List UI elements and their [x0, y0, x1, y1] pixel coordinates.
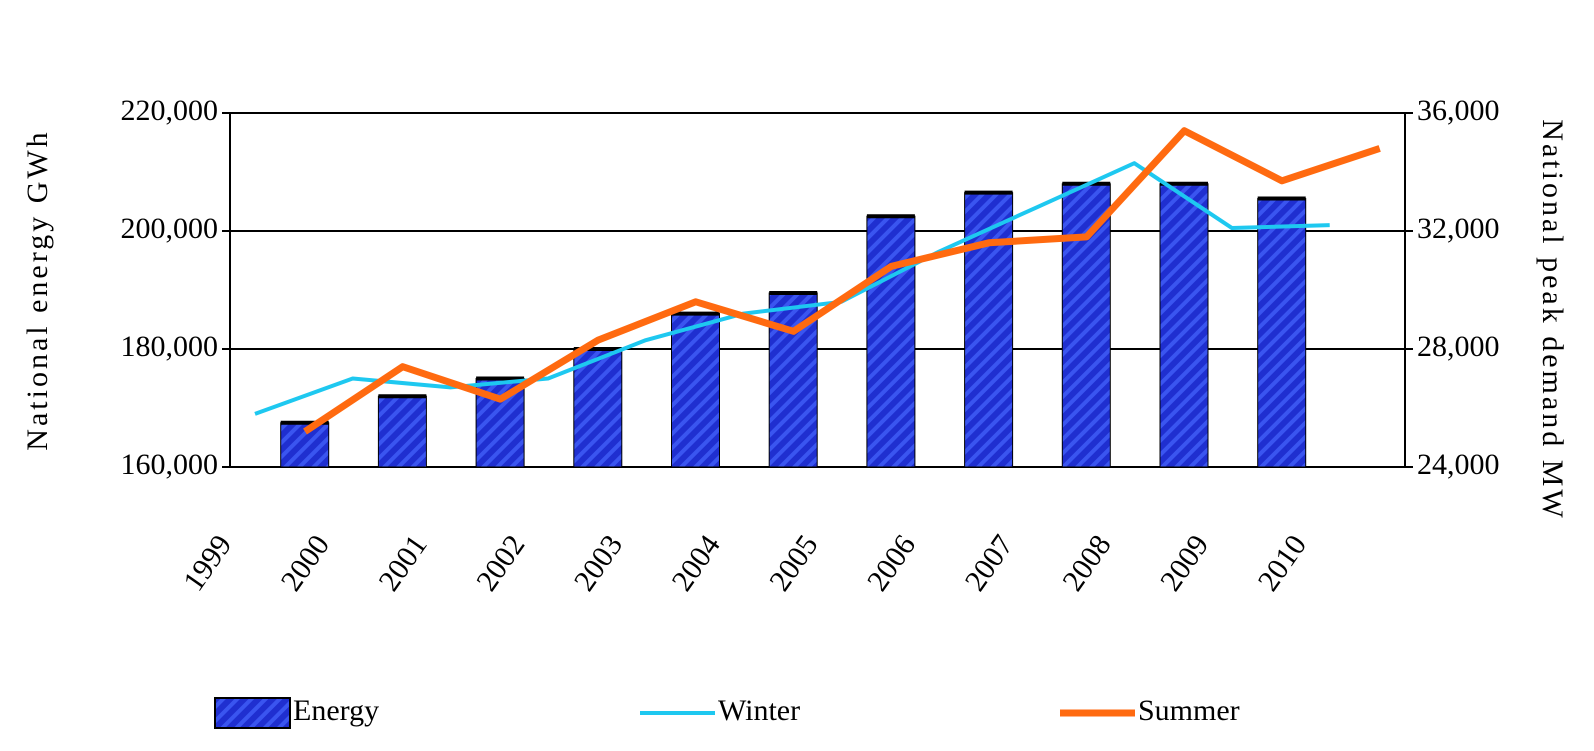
x-tick-label: 2005: [763, 529, 824, 597]
y-tick-label: 180,000: [121, 330, 219, 363]
line-series: [254, 161, 1330, 416]
bar: [1061, 183, 1111, 468]
x-tick-label: 2004: [665, 529, 726, 597]
legend-swatch: [214, 697, 291, 729]
bar: [1257, 198, 1307, 468]
y2-axis-label: National peak demand MW: [1536, 119, 1569, 520]
x-tick-label: 2003: [568, 529, 629, 597]
x-tick-label: 2008: [1056, 529, 1117, 597]
bar: [671, 313, 720, 468]
y-tick-label: 220,000: [121, 94, 219, 127]
y2-tick-label: 32,000: [1417, 212, 1500, 245]
bar: [964, 192, 1014, 468]
y2-tick-label: 28,000: [1417, 330, 1500, 363]
x-tick-label: 2000: [275, 529, 336, 597]
y-tick-label: 200,000: [121, 212, 219, 245]
bar: [1159, 183, 1209, 468]
x-tick-label: 2006: [861, 529, 922, 597]
x-tick-label: 2007: [959, 529, 1020, 597]
y-tick-label: 160,000: [121, 448, 219, 481]
y-axis-label: National energy GWh: [21, 129, 54, 450]
bar: [866, 215, 916, 468]
x-tick-label: 1999: [177, 529, 238, 597]
x-tick-label: 2009: [1154, 529, 1215, 597]
x-tick-label: 2010: [1252, 529, 1313, 597]
x-tick-label: 2001: [372, 529, 433, 597]
legend-label: Energy: [293, 694, 379, 727]
y2-tick-label: 36,000: [1417, 94, 1500, 127]
line-series: [303, 127, 1381, 435]
x-tick-label: 2002: [470, 529, 531, 597]
legend-label: Winter: [718, 694, 800, 727]
y2-tick-label: 24,000: [1417, 448, 1500, 481]
bar: [377, 395, 427, 468]
legend-label: Summer: [1138, 694, 1240, 727]
